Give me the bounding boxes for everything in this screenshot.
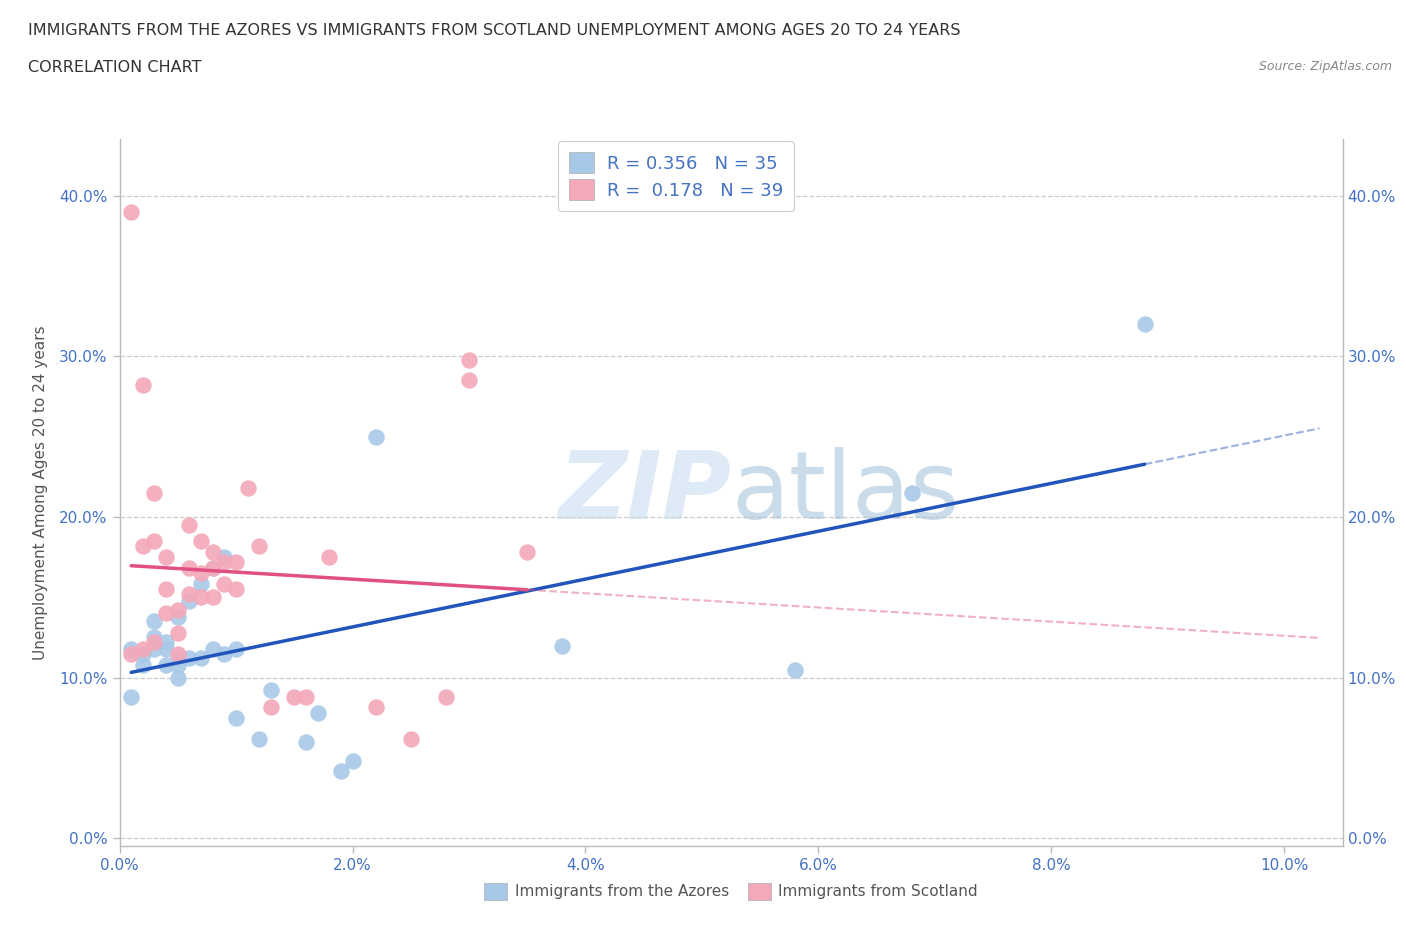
Point: [318, 550, 340, 565]
Point: [225, 554, 247, 569]
Point: [283, 689, 305, 704]
Text: ZIP: ZIP: [558, 447, 731, 538]
Text: Source: ZipAtlas.com: Source: ZipAtlas.com: [1258, 60, 1392, 73]
Point: [364, 699, 387, 714]
Text: IMMIGRANTS FROM THE AZORES VS IMMIGRANTS FROM SCOTLAND UNEMPLOYMENT AMONG AGES 2: IMMIGRANTS FROM THE AZORES VS IMMIGRANTS…: [28, 23, 960, 38]
Point: [214, 550, 236, 565]
Point: [201, 545, 224, 560]
Point: [179, 587, 201, 602]
Point: [143, 635, 166, 650]
Point: [120, 689, 142, 704]
Point: [236, 481, 259, 496]
Point: [190, 534, 212, 549]
Point: [399, 731, 422, 746]
Point: [132, 646, 155, 661]
Point: [225, 582, 247, 597]
Point: [166, 646, 188, 661]
Point: [329, 764, 352, 778]
Point: [201, 642, 224, 657]
Point: [458, 373, 481, 388]
Point: [785, 662, 807, 677]
Point: [516, 545, 538, 560]
Point: [1133, 317, 1156, 332]
Point: [166, 651, 188, 666]
Point: [214, 554, 236, 569]
Point: [900, 485, 922, 500]
Point: [190, 565, 212, 580]
Point: [143, 630, 166, 644]
Point: [260, 683, 283, 698]
Point: [155, 550, 177, 565]
Point: [155, 635, 177, 650]
Point: [143, 485, 166, 500]
Point: [155, 658, 177, 672]
Point: [155, 606, 177, 621]
Point: [434, 689, 457, 704]
Point: [179, 518, 201, 533]
Point: [551, 638, 574, 653]
Point: [132, 642, 155, 657]
Y-axis label: Unemployment Among Ages 20 to 24 years: Unemployment Among Ages 20 to 24 years: [34, 326, 48, 660]
Point: [166, 603, 188, 618]
Point: [143, 534, 166, 549]
Text: atlas: atlas: [731, 447, 959, 538]
Point: [143, 614, 166, 629]
Point: [132, 658, 155, 672]
Point: [214, 646, 236, 661]
Point: [190, 651, 212, 666]
Point: [166, 625, 188, 640]
Point: [143, 642, 166, 657]
Point: [214, 577, 236, 591]
Point: [201, 590, 224, 604]
Legend: Immigrants from the Azores, Immigrants from Scotland: Immigrants from the Azores, Immigrants f…: [478, 877, 984, 906]
Point: [247, 731, 270, 746]
Point: [155, 582, 177, 597]
Point: [120, 642, 142, 657]
Text: CORRELATION CHART: CORRELATION CHART: [28, 60, 201, 75]
Point: [342, 753, 364, 768]
Point: [166, 671, 188, 685]
Point: [458, 352, 481, 367]
Point: [155, 642, 177, 657]
Point: [190, 590, 212, 604]
Point: [364, 430, 387, 445]
Point: [120, 646, 142, 661]
Point: [225, 711, 247, 725]
Point: [201, 561, 224, 576]
Point: [201, 561, 224, 576]
Point: [166, 609, 188, 624]
Point: [190, 577, 212, 591]
Point: [179, 561, 201, 576]
Point: [225, 642, 247, 657]
Point: [132, 538, 155, 553]
Point: [295, 735, 318, 750]
Point: [179, 593, 201, 608]
Point: [247, 538, 270, 553]
Point: [132, 378, 155, 392]
Point: [307, 706, 329, 721]
Point: [120, 205, 142, 219]
Point: [260, 699, 283, 714]
Point: [179, 651, 201, 666]
Point: [295, 689, 318, 704]
Point: [166, 658, 188, 672]
